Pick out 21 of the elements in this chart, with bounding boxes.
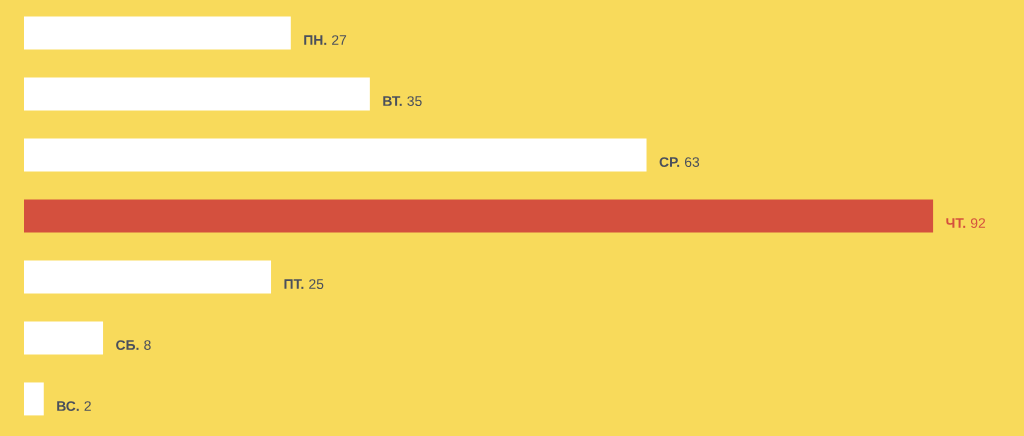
y-tick-label: СР. <box>659 157 680 167</box>
bar <box>24 138 647 172</box>
data-label: 25 <box>309 279 324 289</box>
data-label: 35 <box>407 96 422 106</box>
data-label: 27 <box>332 35 347 45</box>
y-tick-label: ВС. <box>57 401 79 411</box>
y-tick-label: ЧТ. <box>946 218 966 228</box>
data-label: 63 <box>684 157 700 167</box>
y-tick-label: ПТ. <box>284 279 304 289</box>
data-label: 92 <box>970 218 986 228</box>
bar <box>24 77 370 111</box>
y-tick-label: ПН. <box>304 35 327 45</box>
bar <box>24 199 934 233</box>
bar <box>24 260 272 294</box>
data-label: 8 <box>144 340 151 350</box>
y-tick-label: СБ. <box>116 340 139 350</box>
bar <box>24 382 44 416</box>
bar <box>24 16 291 50</box>
y-tick-label: ВТ. <box>383 96 402 106</box>
bar <box>24 321 104 355</box>
data-label: 2 <box>84 401 91 411</box>
